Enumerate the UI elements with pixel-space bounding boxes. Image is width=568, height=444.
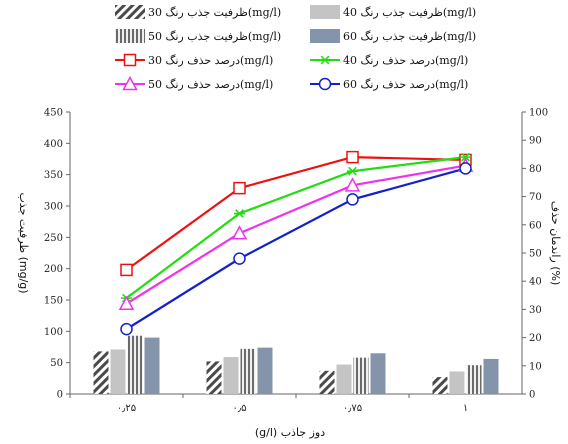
x-tick-label: ۰٫۵ [233, 403, 247, 414]
bar-series-3-1 [127, 335, 143, 394]
y-tick-right-label: 0 [529, 390, 535, 401]
legend-swatch-bar-2 [310, 5, 340, 19]
y-tick-right-label: 90 [529, 136, 542, 147]
bars [93, 335, 499, 394]
y-tick-left-label: 50 [50, 358, 63, 369]
bar-series-1-1 [93, 351, 109, 394]
legend-label-line-4: درصد حذف رنگ 60(mg/l) [343, 78, 468, 91]
bar-series-3-2 [240, 348, 256, 394]
bar-series-2-4 [449, 371, 465, 394]
y-tick-right-label: 60 [529, 220, 542, 231]
legend-marker-1 [123, 53, 137, 67]
y-tick-left-label: 300 [44, 202, 63, 213]
bar-series-1-3 [319, 370, 335, 394]
y-tick-right-label: 100 [529, 108, 548, 119]
y-tick-left-label: 200 [44, 264, 63, 275]
bar-series-4-1 [144, 337, 160, 394]
y-tick-right-label: 10 [529, 361, 542, 372]
point-series-4-3 [346, 193, 359, 206]
y-tick-right-label: 20 [529, 333, 542, 344]
y-tick-left-label: 0 [57, 390, 63, 401]
y-tick-right-label: 30 [529, 305, 542, 316]
axes: 0 50 100 150 200 250 300 350 400 450 0 10 20 30 40 50 60… [44, 108, 548, 415]
y-tick-left-label: 350 [44, 170, 63, 181]
legend-swatch-bar-3 [115, 29, 145, 43]
point-series-3-3 [344, 177, 361, 192]
x-tick-label: ۰٫۲۵ [117, 403, 136, 414]
line-series-3 [125, 164, 466, 305]
bar-series-3-4 [466, 365, 482, 394]
point-series-4-4 [459, 162, 472, 175]
y-tick-right-label: 50 [529, 249, 542, 260]
point-series-3-1 [118, 295, 135, 311]
x-axis-title: دوز جاذب (g/l) [255, 426, 325, 439]
line-series-1 [125, 156, 466, 271]
bar-series-2-2 [223, 357, 239, 394]
point-series-1-3 [346, 150, 359, 164]
legend-label-bar-2: ظرفیت جذب رنگ 40(mg/l) [343, 6, 476, 19]
bar-series-1-2 [206, 361, 222, 394]
y-axis-title-left: ظرفیت جذب (mg/g) [17, 192, 30, 293]
bar-series-1-4 [432, 377, 448, 394]
line-series-2 [125, 156, 466, 300]
point-series-1-2 [233, 181, 246, 195]
bar-series-3-3 [353, 357, 369, 394]
y-tick-right-label: 80 [529, 164, 542, 175]
line-series-4 [125, 167, 466, 331]
legend-swatch-bar-1 [115, 5, 145, 19]
point-series-4-1 [120, 322, 133, 336]
legend-label-bar-3: ظرفیت جذب رنگ 50(mg/l) [148, 30, 281, 43]
legend-label-line-3: درصد حذف رنگ 50(mg/l) [148, 78, 273, 91]
legend-marker-4 [318, 77, 332, 91]
point-series-1-1 [120, 263, 133, 277]
x-tick-label: ۰٫۷۵ [343, 403, 362, 414]
legend: ظرفیت جذب رنگ 30(mg/l) ظرفیت جذب رنگ 40(m… [115, 5, 476, 91]
legend-label-line-2: درصد حذف رنگ 40(mg/l) [343, 54, 468, 67]
legend-marker-3 [122, 75, 138, 91]
bar-series-2-3 [336, 364, 352, 394]
point-series-2-2 [234, 209, 245, 218]
legend-label-line-1: درصد حذف رنگ 30(mg/l) [148, 54, 273, 67]
bar-series-4-3 [370, 353, 386, 394]
lines [118, 150, 474, 336]
bar-series-4-4 [483, 358, 499, 394]
y-tick-right-label: 40 [529, 277, 542, 288]
y-tick-left-label: 400 [44, 139, 63, 150]
x-tick-label: ۱ [463, 403, 468, 414]
y-tick-left-label: 450 [44, 108, 63, 119]
point-series-2-3 [347, 166, 358, 176]
y-tick-right-label: 70 [529, 192, 542, 203]
y-tick-left-label: 100 [44, 327, 63, 338]
legend-label-bar-4: ظرفیت جذب رنگ 60(mg/l) [343, 30, 476, 43]
point-series-4-2 [233, 252, 246, 265]
y-axis-title-right: راندمان حذف (%) [549, 201, 562, 286]
bar-series-2-1 [110, 349, 126, 394]
legend-swatch-bar-4 [310, 29, 340, 43]
legend-label-bar-1: ظرفیت جذب رنگ 30(mg/l) [148, 6, 281, 19]
legend-marker-2 [319, 55, 331, 65]
bar-series-4-2 [257, 347, 273, 394]
point-series-2-4 [460, 152, 471, 162]
point-series-3-2 [231, 225, 248, 240]
y-tick-left-label: 250 [44, 233, 63, 244]
y-tick-left-label: 150 [44, 296, 63, 307]
